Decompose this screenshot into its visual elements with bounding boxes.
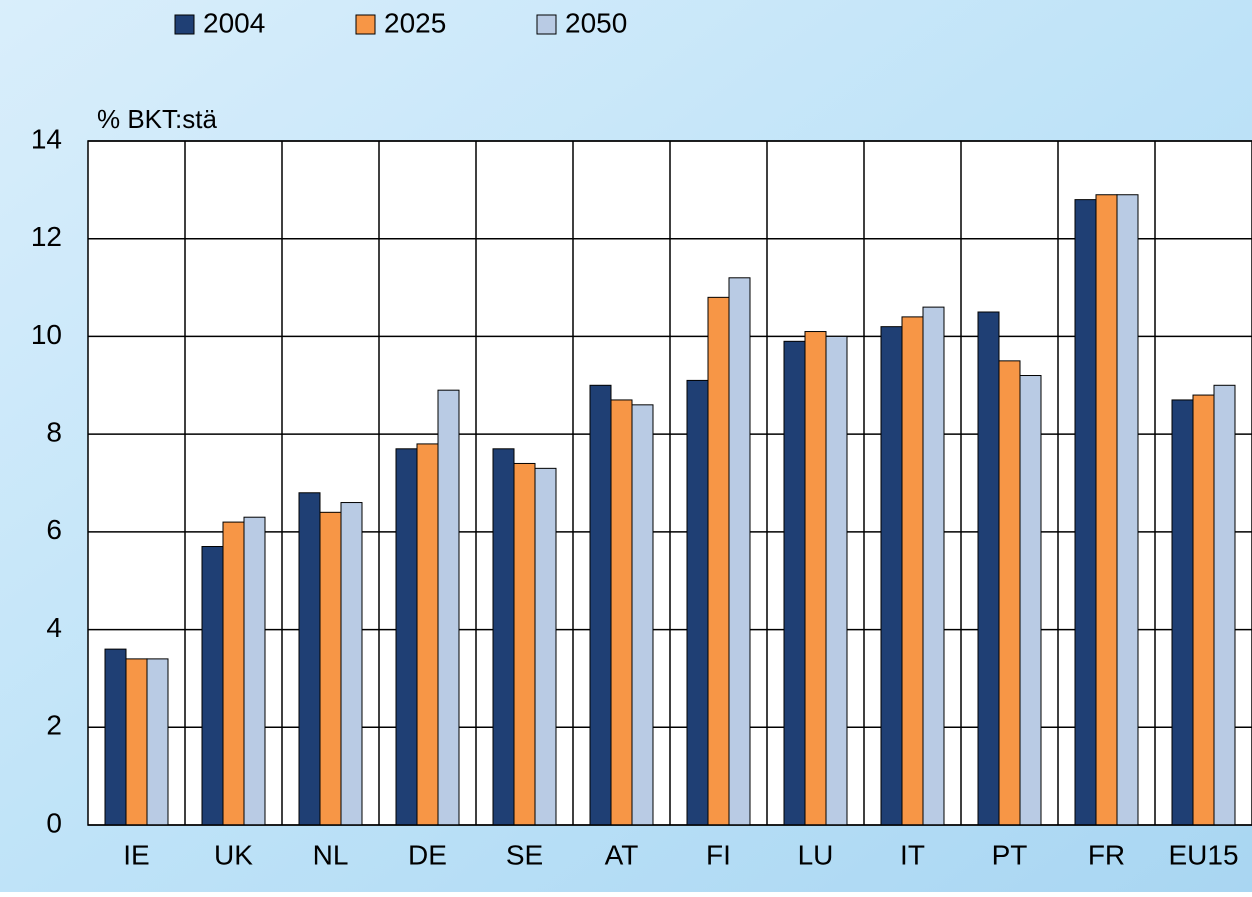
bar bbox=[201, 546, 224, 826]
y-tick-label: 10 bbox=[31, 319, 62, 350]
bar bbox=[1095, 194, 1118, 826]
x-tick-label: AT bbox=[605, 839, 639, 870]
bar bbox=[416, 443, 439, 826]
x-tick-label: FR bbox=[1088, 839, 1125, 870]
bar bbox=[534, 467, 557, 826]
x-tick-label: FI bbox=[706, 839, 731, 870]
bar bbox=[728, 277, 751, 826]
x-tick-label: UK bbox=[214, 839, 253, 870]
plot-border bbox=[87, 140, 1252, 826]
legend-swatch bbox=[536, 14, 557, 35]
y-tick-label: 12 bbox=[31, 221, 62, 252]
y-tick-label: 6 bbox=[46, 514, 62, 545]
x-tick-label: IT bbox=[900, 839, 925, 870]
bar bbox=[825, 335, 848, 826]
bar bbox=[880, 326, 903, 826]
legend-label: 2050 bbox=[565, 7, 627, 38]
bar bbox=[631, 404, 654, 826]
y-tick-label: 14 bbox=[31, 123, 62, 154]
bar bbox=[707, 296, 730, 826]
y-tick-label: 8 bbox=[46, 417, 62, 448]
x-tick-label: IE bbox=[123, 839, 149, 870]
bar bbox=[783, 340, 806, 826]
bar bbox=[804, 331, 827, 826]
legend-label: 2004 bbox=[203, 7, 265, 38]
y-tick-label: 2 bbox=[46, 710, 62, 741]
bar bbox=[686, 379, 709, 826]
y-tick-label: 0 bbox=[46, 807, 62, 838]
bar bbox=[492, 448, 515, 826]
bar bbox=[998, 360, 1021, 826]
bar bbox=[922, 306, 945, 826]
bar bbox=[319, 511, 342, 826]
bar bbox=[1213, 384, 1236, 826]
bar bbox=[589, 384, 612, 826]
bar bbox=[340, 502, 363, 826]
y-tick-label: 4 bbox=[46, 612, 62, 643]
bar bbox=[222, 521, 245, 826]
bar bbox=[1171, 399, 1194, 826]
bar bbox=[104, 648, 127, 826]
bar bbox=[1074, 199, 1097, 826]
bar bbox=[610, 399, 633, 826]
legend-swatch bbox=[174, 14, 195, 35]
bar bbox=[977, 311, 1000, 826]
bar bbox=[125, 658, 148, 826]
bar bbox=[146, 658, 169, 826]
x-tick-label: DE bbox=[408, 839, 447, 870]
bar bbox=[243, 516, 266, 826]
bar bbox=[395, 448, 418, 826]
bar bbox=[1192, 394, 1215, 826]
x-tick-label: NL bbox=[313, 839, 349, 870]
legend-swatch bbox=[355, 14, 376, 35]
legend-label: 2025 bbox=[384, 7, 446, 38]
bar bbox=[1019, 375, 1042, 826]
x-tick-label: PT bbox=[992, 839, 1028, 870]
y-axis-label: % BKT:stä bbox=[97, 104, 217, 134]
bar bbox=[437, 389, 460, 826]
x-tick-label: EU15 bbox=[1168, 839, 1238, 870]
bar bbox=[298, 492, 321, 826]
x-tick-label: LU bbox=[798, 839, 834, 870]
x-tick-label: SE bbox=[506, 839, 543, 870]
bar bbox=[901, 316, 924, 826]
bar bbox=[513, 462, 536, 826]
bar bbox=[1116, 194, 1139, 826]
